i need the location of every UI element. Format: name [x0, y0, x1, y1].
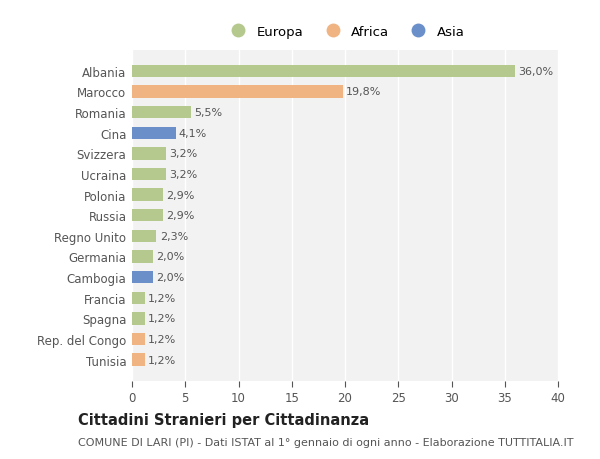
Bar: [132, 66, 515, 78]
Text: 5,5%: 5,5%: [194, 108, 222, 118]
Text: 4,1%: 4,1%: [179, 129, 207, 139]
Text: COMUNE DI LARI (PI) - Dati ISTAT al 1° gennaio di ogni anno - Elaborazione TUTTI: COMUNE DI LARI (PI) - Dati ISTAT al 1° g…: [78, 437, 574, 448]
Text: Cittadini Stranieri per Cittadinanza: Cittadini Stranieri per Cittadinanza: [78, 412, 369, 427]
Text: 2,0%: 2,0%: [157, 273, 185, 282]
Bar: [132, 148, 166, 160]
Text: 1,2%: 1,2%: [148, 334, 176, 344]
Text: 1,2%: 1,2%: [148, 293, 176, 303]
Text: 1,2%: 1,2%: [148, 313, 176, 324]
Text: 36,0%: 36,0%: [518, 67, 554, 77]
Bar: [132, 189, 163, 202]
Bar: [132, 271, 154, 284]
Bar: [132, 353, 145, 366]
Text: 1,2%: 1,2%: [148, 355, 176, 365]
Bar: [132, 313, 145, 325]
Bar: [132, 230, 157, 242]
Bar: [132, 210, 163, 222]
Bar: [132, 168, 166, 181]
Text: 3,2%: 3,2%: [169, 149, 197, 159]
Bar: [132, 86, 343, 98]
Text: 2,9%: 2,9%: [166, 190, 194, 200]
Bar: [132, 333, 145, 345]
Bar: [132, 106, 191, 119]
Bar: [132, 292, 145, 304]
Text: 2,3%: 2,3%: [160, 231, 188, 241]
Text: 2,0%: 2,0%: [157, 252, 185, 262]
Text: 3,2%: 3,2%: [169, 169, 197, 179]
Bar: [132, 127, 176, 140]
Legend: Europa, Africa, Asia: Europa, Africa, Asia: [220, 21, 470, 44]
Text: 2,9%: 2,9%: [166, 211, 194, 221]
Text: 19,8%: 19,8%: [346, 87, 382, 97]
Bar: [132, 251, 154, 263]
